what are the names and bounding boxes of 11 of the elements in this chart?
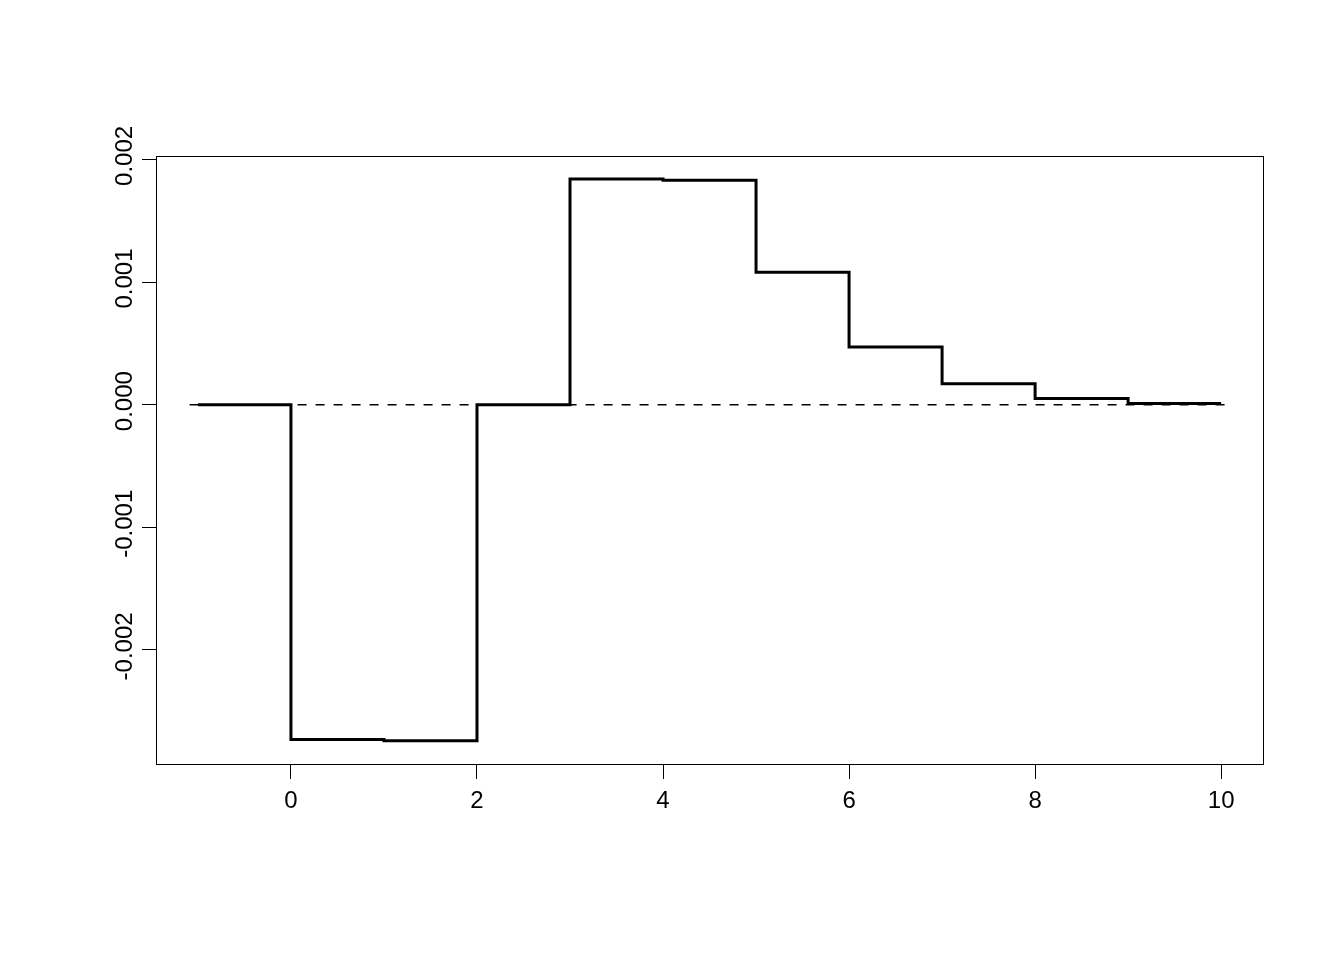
x-tick-label: 10 (1207, 785, 1235, 813)
x-tick-label: 6 (842, 785, 856, 813)
y-tick-label: 0.000 (110, 371, 138, 432)
x-tick-label: 2 (470, 785, 484, 813)
y-tick-label: -0.002 (110, 612, 138, 681)
x-tick-label: 0 (284, 785, 298, 813)
y-tick-label: 0.001 (110, 248, 138, 309)
x-tick-label: 4 (656, 785, 670, 813)
y-tick-label: 0.002 (110, 125, 138, 186)
x-tick-label: 8 (1028, 785, 1042, 813)
y-tick-label: -0.001 (110, 489, 138, 558)
